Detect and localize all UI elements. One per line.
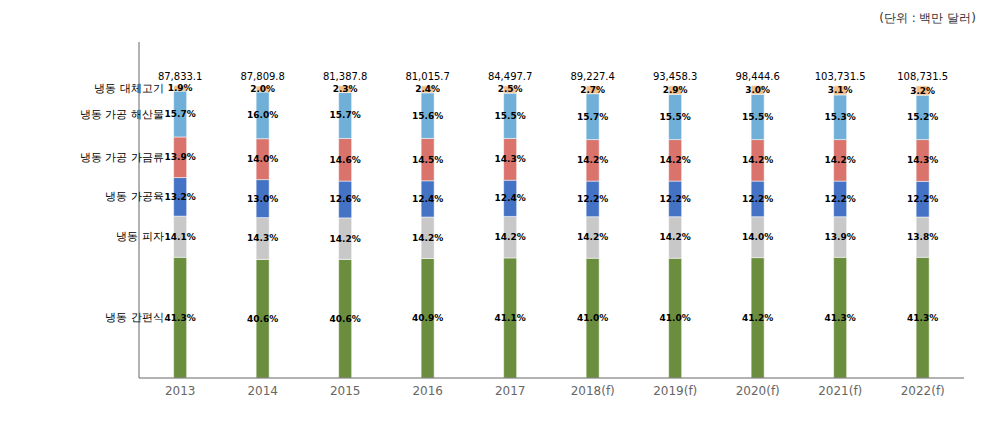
svg-text:14.0%: 14.0% [742,232,773,242]
svg-text:2.5%: 2.5% [498,84,523,94]
svg-text:14.0%: 14.0% [247,154,278,164]
svg-text:2019(f): 2019(f) [653,384,697,398]
svg-text:13.2%: 13.2% [165,192,196,202]
svg-text:15.3%: 15.3% [825,112,856,122]
svg-text:40.9%: 40.9% [412,313,443,323]
svg-text:2016: 2016 [412,384,443,398]
svg-text:81,015.7: 81,015.7 [405,71,450,82]
svg-text:15.7%: 15.7% [165,109,196,119]
svg-text:14.2%: 14.2% [825,155,856,165]
svg-text:14.2%: 14.2% [412,233,443,243]
svg-text:15.6%: 15.6% [412,111,443,121]
svg-text:3.0%: 3.0% [745,85,770,95]
svg-text:12.2%: 12.2% [907,194,938,204]
svg-text:2020(f): 2020(f) [736,384,780,398]
svg-text:2014: 2014 [247,384,278,398]
svg-text:41.3%: 41.3% [165,313,196,323]
svg-text:2.7%: 2.7% [580,85,605,95]
svg-text:냉동 가공 해산물: 냉동 가공 해산물 [80,108,164,121]
svg-text:41.1%: 41.1% [495,313,526,323]
svg-text:1.9%: 1.9% [168,83,193,93]
svg-text:냉동 가공육: 냉동 가공육 [105,190,164,203]
svg-text:15.7%: 15.7% [577,112,608,122]
svg-text:14.2%: 14.2% [577,232,608,242]
svg-text:냉동 피자: 냉동 피자 [116,230,164,243]
svg-text:14.1%: 14.1% [165,232,196,242]
svg-text:40.6%: 40.6% [330,314,361,324]
svg-text:냉동 간편식: 냉동 간편식 [105,311,164,324]
svg-text:14.3%: 14.3% [495,154,526,164]
svg-text:13.9%: 13.9% [825,232,856,242]
svg-text:3.2%: 3.2% [910,86,935,96]
svg-text:12.2%: 12.2% [825,194,856,204]
svg-text:89,227.4: 89,227.4 [570,71,615,82]
svg-text:41.0%: 41.0% [577,313,608,323]
svg-text:15.5%: 15.5% [742,112,773,122]
svg-text:냉동 가공 가금류: 냉동 가공 가금류 [80,151,164,164]
svg-text:12.2%: 12.2% [577,194,608,204]
svg-text:2015: 2015 [330,384,361,398]
svg-text:81,387.8: 81,387.8 [323,71,368,82]
svg-text:13.8%: 13.8% [907,232,938,242]
html-text:(단위 : 백만 달러): (단위 : 백만 달러) [879,11,976,25]
svg-text:2021(f): 2021(f) [818,384,862,398]
svg-text:3.1%: 3.1% [828,85,853,95]
svg-text:2013: 2013 [165,384,196,398]
svg-text:14.2%: 14.2% [742,155,773,165]
svg-text:15.5%: 15.5% [660,112,691,122]
svg-text:41.3%: 41.3% [907,313,938,323]
svg-text:13.0%: 13.0% [247,194,278,204]
svg-text:98,444.6: 98,444.6 [735,71,780,82]
svg-text:14.2%: 14.2% [660,232,691,242]
svg-text:냉동 대체고기: 냉동 대체고기 [94,82,164,95]
svg-text:41.0%: 41.0% [660,313,691,323]
svg-text:103,731.5: 103,731.5 [815,71,866,82]
svg-text:41.3%: 41.3% [825,313,856,323]
svg-text:15.5%: 15.5% [495,111,526,121]
svg-text:12.4%: 12.4% [495,193,526,203]
svg-text:12.2%: 12.2% [660,194,691,204]
svg-text:14.2%: 14.2% [330,234,361,244]
svg-text:87,833.1: 87,833.1 [158,71,203,82]
svg-text:15.2%: 15.2% [907,112,938,122]
svg-text:15.7%: 15.7% [330,110,361,120]
svg-text:2.0%: 2.0% [250,84,275,94]
svg-text:14.3%: 14.3% [907,155,938,165]
svg-text:14.2%: 14.2% [495,232,526,242]
svg-text:41.2%: 41.2% [742,313,773,323]
svg-text:16.0%: 16.0% [247,110,278,120]
svg-text:40.6%: 40.6% [247,314,278,324]
svg-text:2.9%: 2.9% [663,85,688,95]
svg-text:12.4%: 12.4% [412,194,443,204]
svg-text:2.4%: 2.4% [415,84,440,94]
svg-text:12.6%: 12.6% [330,194,361,204]
svg-text:14.2%: 14.2% [577,155,608,165]
svg-text:2.3%: 2.3% [333,84,358,94]
svg-text:84,497.7: 84,497.7 [488,71,533,82]
svg-text:13.9%: 13.9% [165,152,196,162]
svg-text:93,458.3: 93,458.3 [653,71,698,82]
svg-text:87,809.8: 87,809.8 [240,71,285,82]
svg-text:14.6%: 14.6% [330,155,361,165]
svg-text:14.2%: 14.2% [660,155,691,165]
svg-text:2018(f): 2018(f) [571,384,615,398]
svg-text:108,731.5: 108,731.5 [897,71,948,82]
svg-text:2017: 2017 [495,384,526,398]
svg-text:14.5%: 14.5% [412,155,443,165]
svg-text:2022(f): 2022(f) [901,384,945,398]
svg-text:14.3%: 14.3% [247,233,278,243]
svg-text:12.2%: 12.2% [742,194,773,204]
